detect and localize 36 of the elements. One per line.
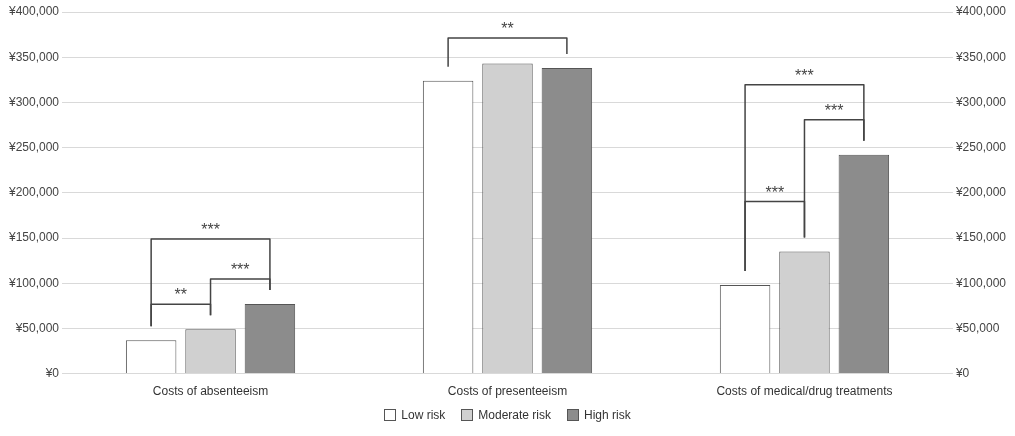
annotation: *** bbox=[765, 183, 785, 201]
annotation: ** bbox=[174, 286, 188, 304]
annotation: ** bbox=[501, 20, 514, 38]
x-tick-label: Costs of absenteeism bbox=[152, 384, 269, 399]
y2-tick-label: ¥150,000 bbox=[954, 230, 1007, 245]
annotation: *** bbox=[795, 66, 814, 84]
y-tick-label: ¥50,000 bbox=[14, 320, 60, 335]
y2-tick-label: ¥400,000 bbox=[954, 4, 1007, 19]
annotation: *** bbox=[230, 260, 250, 278]
annotation: *** bbox=[824, 101, 844, 119]
significance-bracket: ** bbox=[447, 20, 568, 68]
y2-tick-label: ¥50,000 bbox=[954, 320, 1000, 335]
y2-tick-label: ¥200,000 bbox=[954, 185, 1007, 200]
y-tick-label: ¥400,000 bbox=[7, 4, 60, 19]
y-tick-label: ¥100,000 bbox=[7, 275, 60, 290]
text: Low risk bbox=[401, 408, 446, 422]
y2-tick-label: ¥250,000 bbox=[954, 139, 1007, 154]
y2-tick-label: ¥100,000 bbox=[954, 275, 1007, 290]
significance-bracket: *** bbox=[803, 101, 865, 239]
significance-bracket: *** bbox=[209, 261, 271, 317]
y-tick-label: ¥150,000 bbox=[7, 230, 60, 245]
y2-tick-label: ¥350,000 bbox=[954, 49, 1007, 64]
x-tick-label: Costs of presenteeism bbox=[447, 384, 568, 399]
y-tick-label: ¥350,000 bbox=[7, 49, 60, 64]
legend-label: Moderate risk bbox=[478, 408, 552, 422]
legend-label: High risk bbox=[584, 408, 631, 422]
significance-bracket: *** bbox=[744, 183, 806, 272]
y-tick-label: ¥200,000 bbox=[7, 185, 60, 200]
y-tick-label: ¥300,000 bbox=[7, 94, 60, 109]
significance-bracket: ** bbox=[150, 286, 212, 327]
y-tick-label: ¥250,000 bbox=[7, 139, 60, 154]
x-tick-label: Costs of medical/drug treatments bbox=[716, 384, 893, 399]
y2-tick-label: ¥300,000 bbox=[954, 94, 1007, 109]
y-tick-label: ¥0 bbox=[44, 365, 60, 380]
annotation: *** bbox=[201, 220, 220, 238]
y2-tick-label: ¥0 bbox=[954, 365, 970, 380]
